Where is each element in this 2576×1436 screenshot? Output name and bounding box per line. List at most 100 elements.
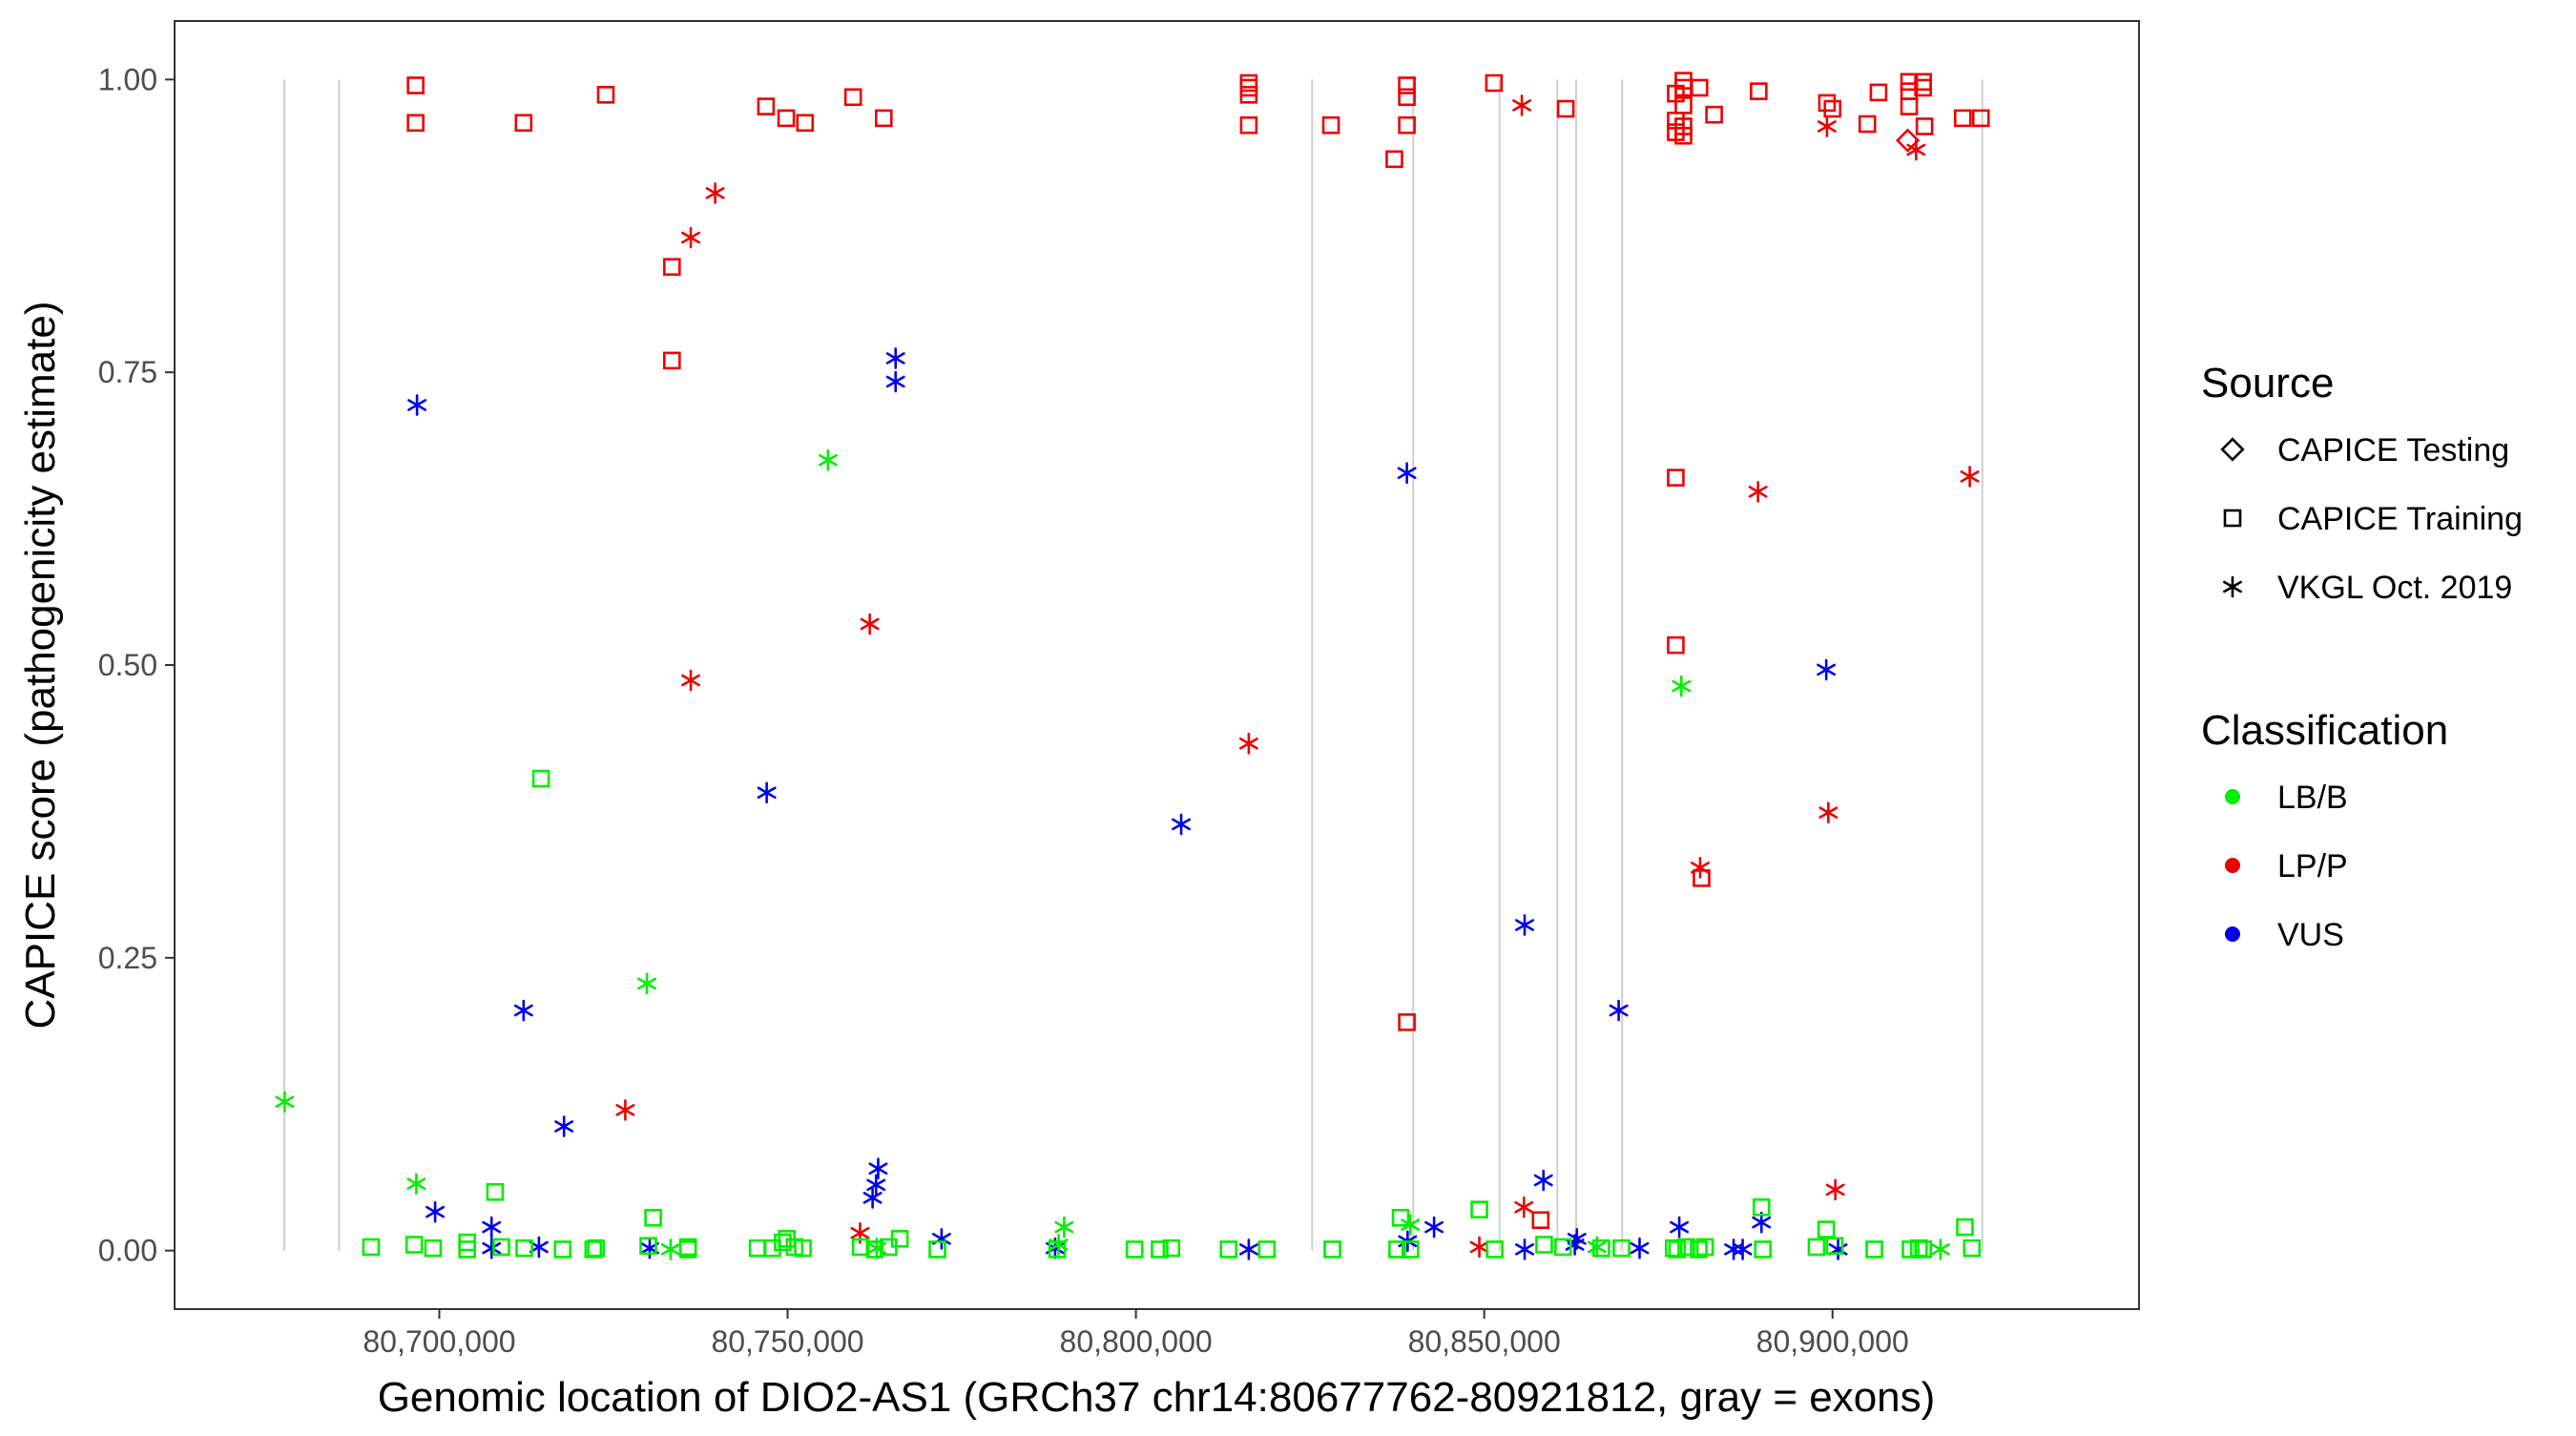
data-point	[663, 351, 681, 370]
y-axis-title: CAPICE score (pathogenicity estimate)	[17, 302, 64, 1030]
x-axis-title: Genomic location of DIO2-AS1 (GRCh37 chr…	[378, 1374, 1936, 1421]
data-point	[885, 347, 905, 369]
data-point	[890, 1230, 909, 1248]
data-point	[1817, 115, 1837, 137]
data-point	[874, 109, 893, 128]
data-point	[851, 1238, 870, 1257]
data-point	[1048, 1240, 1067, 1259]
exon-lines	[283, 79, 1984, 1251]
data-point	[514, 114, 533, 133]
data-point	[660, 1238, 680, 1260]
data-point	[663, 258, 681, 277]
data-point	[1971, 109, 1990, 128]
data-point	[1553, 1238, 1572, 1257]
data-point	[596, 86, 615, 104]
data-point	[1817, 658, 1837, 681]
data-point	[1398, 115, 1416, 135]
data-point	[1397, 462, 1417, 485]
y-tick-label: 0.25	[98, 941, 157, 975]
data-point	[931, 1228, 951, 1250]
data-point	[406, 1173, 426, 1195]
data-point	[1398, 88, 1416, 107]
data-point	[1915, 117, 1934, 135]
data-point	[1257, 1240, 1277, 1259]
data-point	[1930, 1238, 1950, 1260]
data-point	[1514, 1196, 1534, 1218]
data-point	[275, 1091, 295, 1113]
data-point	[1239, 73, 1258, 93]
y-tick-label: 0.00	[98, 1234, 157, 1268]
data-point	[1321, 115, 1340, 135]
data-point	[1953, 109, 1972, 128]
data-point	[865, 1240, 884, 1259]
data-point	[681, 226, 700, 249]
data-point	[678, 1238, 697, 1257]
legend-key-square	[2223, 509, 2242, 528]
legend-title: Source	[2201, 360, 2334, 406]
data-point	[885, 370, 905, 393]
legend-label: CAPICE Training	[2277, 501, 2523, 537]
data-point	[1401, 1214, 1421, 1236]
data-point	[1691, 857, 1710, 879]
data-point	[1151, 1240, 1169, 1259]
data-point	[843, 88, 862, 107]
data-point	[1485, 73, 1504, 93]
data-point	[362, 1238, 381, 1257]
data-point	[1750, 82, 1768, 100]
data-point	[1914, 78, 1932, 97]
data-point	[1424, 1216, 1444, 1238]
data-point	[1385, 150, 1403, 169]
legend-key-asterisk	[2223, 575, 2242, 598]
data-point	[774, 1233, 792, 1252]
data-point	[1535, 1236, 1553, 1254]
data-point	[553, 1240, 571, 1259]
data-point	[1125, 1240, 1144, 1259]
data-point	[1054, 1216, 1074, 1238]
data-point	[406, 76, 425, 94]
data-point	[1609, 999, 1629, 1022]
data-point	[492, 1238, 510, 1257]
data-point	[868, 1157, 888, 1180]
legend-key-color	[2225, 858, 2240, 873]
data-point	[1556, 99, 1575, 118]
data-point	[1239, 115, 1258, 135]
data-point	[1401, 1240, 1420, 1259]
data-point	[1817, 1220, 1836, 1238]
data-point	[705, 182, 725, 204]
data-point	[515, 1238, 533, 1258]
data-point	[1956, 1217, 1974, 1237]
data-point	[513, 999, 533, 1022]
data-point	[1690, 78, 1709, 97]
legend: Source CAPICE Testing CAPICE Training VKGL …	[2201, 360, 2523, 953]
data-point	[748, 1238, 767, 1258]
data-point	[1470, 1200, 1488, 1218]
x-axis: 80,700,000 80,750,000 80,800,000 80,850,000…	[363, 1309, 1909, 1359]
data-point	[486, 1182, 505, 1201]
data-point	[1674, 117, 1693, 135]
plot-panel-border	[174, 20, 2140, 1310]
data-point	[587, 1238, 606, 1258]
data-point	[458, 1233, 476, 1252]
legend-label: LP/P	[2277, 848, 2348, 884]
data-point	[794, 1238, 812, 1258]
data-point	[1693, 869, 1711, 887]
data-point	[1485, 1240, 1504, 1259]
legend-label: CAPICE Testing	[2277, 432, 2509, 468]
data-point	[1398, 76, 1416, 94]
data-point	[1900, 97, 1919, 115]
data-point	[424, 1238, 443, 1258]
data-point	[615, 1099, 635, 1121]
data-point	[1398, 1013, 1416, 1031]
legend-key-color	[2225, 926, 2240, 942]
data-point	[757, 97, 776, 115]
x-tick-label: 80,900,000	[1756, 1324, 1909, 1359]
data-point	[554, 1115, 574, 1137]
data-point	[681, 669, 700, 692]
legend-key-diamond	[2220, 437, 2245, 462]
data-point	[1963, 1238, 1982, 1258]
data-point	[777, 109, 796, 128]
data-point	[406, 114, 425, 133]
data-point	[1239, 86, 1258, 104]
